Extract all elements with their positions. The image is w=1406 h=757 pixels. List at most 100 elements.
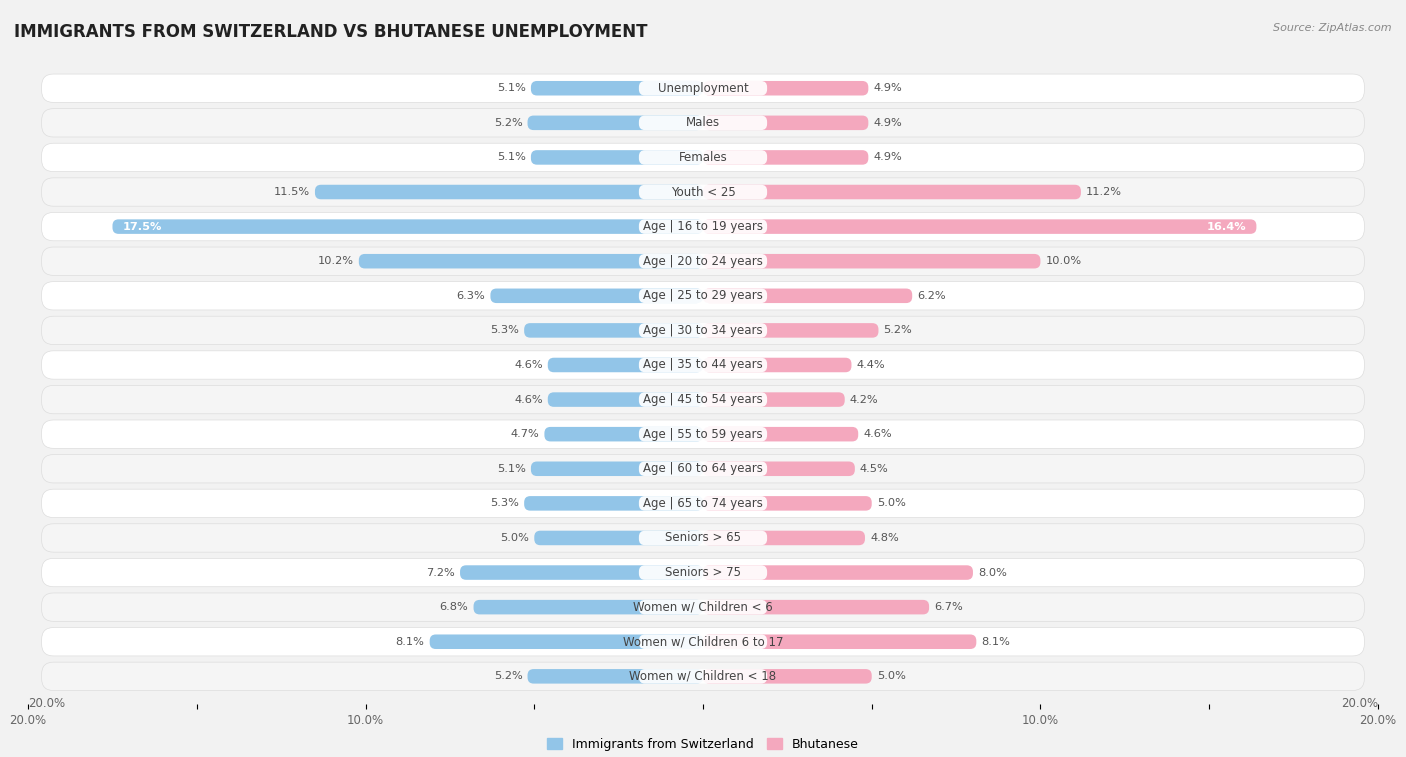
FancyBboxPatch shape xyxy=(430,634,703,649)
Text: 5.0%: 5.0% xyxy=(877,498,905,509)
Text: 4.6%: 4.6% xyxy=(515,394,543,404)
FancyBboxPatch shape xyxy=(524,496,703,511)
Text: 11.5%: 11.5% xyxy=(274,187,309,197)
Text: 10.2%: 10.2% xyxy=(318,256,354,266)
FancyBboxPatch shape xyxy=(638,634,768,649)
Text: 8.1%: 8.1% xyxy=(981,637,1011,646)
FancyBboxPatch shape xyxy=(42,74,1364,102)
FancyBboxPatch shape xyxy=(638,358,768,372)
FancyBboxPatch shape xyxy=(703,462,855,476)
FancyBboxPatch shape xyxy=(359,254,703,269)
FancyBboxPatch shape xyxy=(703,496,872,511)
FancyBboxPatch shape xyxy=(703,634,976,649)
FancyBboxPatch shape xyxy=(638,565,768,580)
Legend: Immigrants from Switzerland, Bhutanese: Immigrants from Switzerland, Bhutanese xyxy=(543,733,863,755)
Text: Women w/ Children 6 to 17: Women w/ Children 6 to 17 xyxy=(623,635,783,648)
Text: 4.7%: 4.7% xyxy=(510,429,540,439)
FancyBboxPatch shape xyxy=(638,462,768,476)
FancyBboxPatch shape xyxy=(638,323,768,338)
FancyBboxPatch shape xyxy=(703,323,879,338)
Text: 20.0%: 20.0% xyxy=(1341,696,1378,710)
FancyBboxPatch shape xyxy=(638,531,768,545)
FancyBboxPatch shape xyxy=(524,323,703,338)
FancyBboxPatch shape xyxy=(548,358,703,372)
Text: 4.6%: 4.6% xyxy=(515,360,543,370)
FancyBboxPatch shape xyxy=(544,427,703,441)
Text: 5.1%: 5.1% xyxy=(496,464,526,474)
Text: Age | 30 to 34 years: Age | 30 to 34 years xyxy=(643,324,763,337)
FancyBboxPatch shape xyxy=(703,427,858,441)
FancyBboxPatch shape xyxy=(703,150,869,165)
FancyBboxPatch shape xyxy=(638,150,768,165)
FancyBboxPatch shape xyxy=(460,565,703,580)
FancyBboxPatch shape xyxy=(703,254,1040,269)
FancyBboxPatch shape xyxy=(42,489,1364,518)
FancyBboxPatch shape xyxy=(638,600,768,615)
FancyBboxPatch shape xyxy=(703,600,929,615)
FancyBboxPatch shape xyxy=(548,392,703,407)
Text: 4.2%: 4.2% xyxy=(849,394,879,404)
Text: Unemployment: Unemployment xyxy=(658,82,748,95)
FancyBboxPatch shape xyxy=(42,420,1364,448)
Text: 8.0%: 8.0% xyxy=(979,568,1007,578)
Text: 17.5%: 17.5% xyxy=(122,222,162,232)
FancyBboxPatch shape xyxy=(703,531,865,545)
Text: IMMIGRANTS FROM SWITZERLAND VS BHUTANESE UNEMPLOYMENT: IMMIGRANTS FROM SWITZERLAND VS BHUTANESE… xyxy=(14,23,648,41)
Text: Seniors > 75: Seniors > 75 xyxy=(665,566,741,579)
Text: 4.9%: 4.9% xyxy=(873,152,903,163)
Text: 4.5%: 4.5% xyxy=(860,464,889,474)
Text: 5.3%: 5.3% xyxy=(491,498,519,509)
FancyBboxPatch shape xyxy=(638,427,768,441)
Text: 5.1%: 5.1% xyxy=(496,83,526,93)
FancyBboxPatch shape xyxy=(531,150,703,165)
FancyBboxPatch shape xyxy=(42,593,1364,621)
FancyBboxPatch shape xyxy=(703,81,869,95)
Text: 4.9%: 4.9% xyxy=(873,118,903,128)
FancyBboxPatch shape xyxy=(112,220,703,234)
Text: Age | 65 to 74 years: Age | 65 to 74 years xyxy=(643,497,763,510)
FancyBboxPatch shape xyxy=(638,185,768,199)
Text: 6.2%: 6.2% xyxy=(917,291,946,301)
Text: 6.7%: 6.7% xyxy=(934,602,963,612)
FancyBboxPatch shape xyxy=(703,220,1257,234)
FancyBboxPatch shape xyxy=(703,116,869,130)
FancyBboxPatch shape xyxy=(534,531,703,545)
FancyBboxPatch shape xyxy=(42,385,1364,414)
Text: 16.4%: 16.4% xyxy=(1206,222,1246,232)
FancyBboxPatch shape xyxy=(703,185,1081,199)
Text: Age | 20 to 24 years: Age | 20 to 24 years xyxy=(643,254,763,268)
FancyBboxPatch shape xyxy=(638,288,768,303)
Text: Source: ZipAtlas.com: Source: ZipAtlas.com xyxy=(1274,23,1392,33)
FancyBboxPatch shape xyxy=(42,559,1364,587)
Text: Age | 55 to 59 years: Age | 55 to 59 years xyxy=(643,428,763,441)
FancyBboxPatch shape xyxy=(703,669,872,684)
Text: Age | 60 to 64 years: Age | 60 to 64 years xyxy=(643,463,763,475)
Text: 4.8%: 4.8% xyxy=(870,533,898,543)
FancyBboxPatch shape xyxy=(42,662,1364,690)
Text: 8.1%: 8.1% xyxy=(395,637,425,646)
FancyBboxPatch shape xyxy=(42,213,1364,241)
FancyBboxPatch shape xyxy=(531,462,703,476)
FancyBboxPatch shape xyxy=(42,178,1364,206)
FancyBboxPatch shape xyxy=(42,143,1364,172)
Text: 4.4%: 4.4% xyxy=(856,360,886,370)
FancyBboxPatch shape xyxy=(638,392,768,407)
FancyBboxPatch shape xyxy=(703,392,845,407)
Text: 6.3%: 6.3% xyxy=(457,291,485,301)
Text: 6.8%: 6.8% xyxy=(440,602,468,612)
FancyBboxPatch shape xyxy=(42,350,1364,379)
FancyBboxPatch shape xyxy=(42,455,1364,483)
Text: 5.1%: 5.1% xyxy=(496,152,526,163)
Text: 4.6%: 4.6% xyxy=(863,429,891,439)
Text: Women w/ Children < 18: Women w/ Children < 18 xyxy=(630,670,776,683)
FancyBboxPatch shape xyxy=(527,116,703,130)
Text: Seniors > 65: Seniors > 65 xyxy=(665,531,741,544)
Text: 4.9%: 4.9% xyxy=(873,83,903,93)
FancyBboxPatch shape xyxy=(703,565,973,580)
Text: Age | 25 to 29 years: Age | 25 to 29 years xyxy=(643,289,763,302)
FancyBboxPatch shape xyxy=(703,358,852,372)
Text: Women w/ Children < 6: Women w/ Children < 6 xyxy=(633,600,773,614)
Text: 10.0%: 10.0% xyxy=(1046,256,1081,266)
FancyBboxPatch shape xyxy=(42,282,1364,310)
Text: Youth < 25: Youth < 25 xyxy=(671,185,735,198)
